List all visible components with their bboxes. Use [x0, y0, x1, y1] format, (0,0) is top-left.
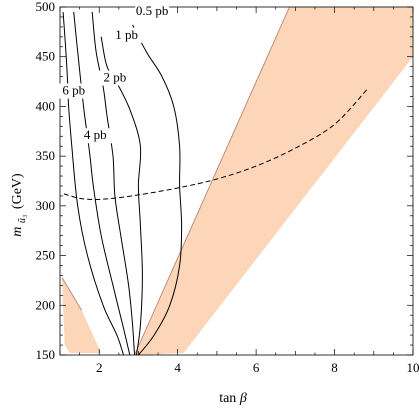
contour-line-2 [91, 11, 135, 356]
y-tick-label: 250 [36, 248, 56, 263]
y-axis-label-unit: (GeV) [10, 173, 25, 209]
contour-label-3: 1 pb [115, 27, 138, 42]
contour-label-bg-0 [56, 83, 91, 99]
y-tick-label: 150 [36, 347, 56, 362]
contour-labels: 6 pb 4 pb 2 pb 1 pb 0.5 pb [56, 3, 170, 144]
contour-label-bg-3 [109, 27, 144, 43]
contour-label-bg-1 [78, 128, 113, 144]
contour-label-1: 4 pb [84, 127, 107, 142]
x-tick-label: 6 [253, 360, 260, 375]
shaded-region-edge-left [61, 277, 82, 311]
x-tick-label: 8 [331, 360, 338, 375]
shaded-region-edge [134, 6, 290, 356]
x-axis-label: tan β [219, 391, 247, 406]
x-axis-label-prefix: tan [219, 391, 236, 406]
contour-label-bg-4 [135, 3, 170, 19]
x-tick-label: 10 [407, 360, 419, 375]
x-tick-label: 2 [96, 360, 103, 375]
y-tick-label: 350 [36, 148, 56, 163]
y-tick-label: 500 [36, 0, 56, 14]
y-tick-label: 400 [36, 98, 56, 113]
contour-line-0 [62, 11, 124, 356]
y-axis-label: m ũ₃ (GeV) [10, 173, 29, 237]
shaded-region-excluded-right [134, 7, 413, 355]
shaded-region-excluded-left [62, 277, 102, 353]
y-axis-label-sub: ũ₃ [17, 214, 28, 223]
shaded-regions [61, 6, 413, 356]
y-axis-label-prefix: m [10, 227, 25, 237]
x-tick-label: 4 [174, 360, 181, 375]
contour-line-1 [73, 11, 131, 356]
axis-ticks: 2 4 6 8 10 150 200 250 300 350 400 450 500 [36, 0, 419, 375]
y-tick-label: 200 [36, 297, 56, 312]
contour-line-4 [132, 24, 183, 356]
contour-label-0: 6 pb [62, 82, 85, 97]
x-axis-label-symbol: β [239, 391, 247, 406]
contour-label-4: 0.5 pb [136, 3, 169, 18]
contour-label-2: 2 pb [104, 70, 127, 85]
contour-label-bg-2 [97, 70, 132, 86]
y-tick-label: 300 [36, 198, 56, 213]
y-tick-label: 450 [36, 49, 56, 64]
